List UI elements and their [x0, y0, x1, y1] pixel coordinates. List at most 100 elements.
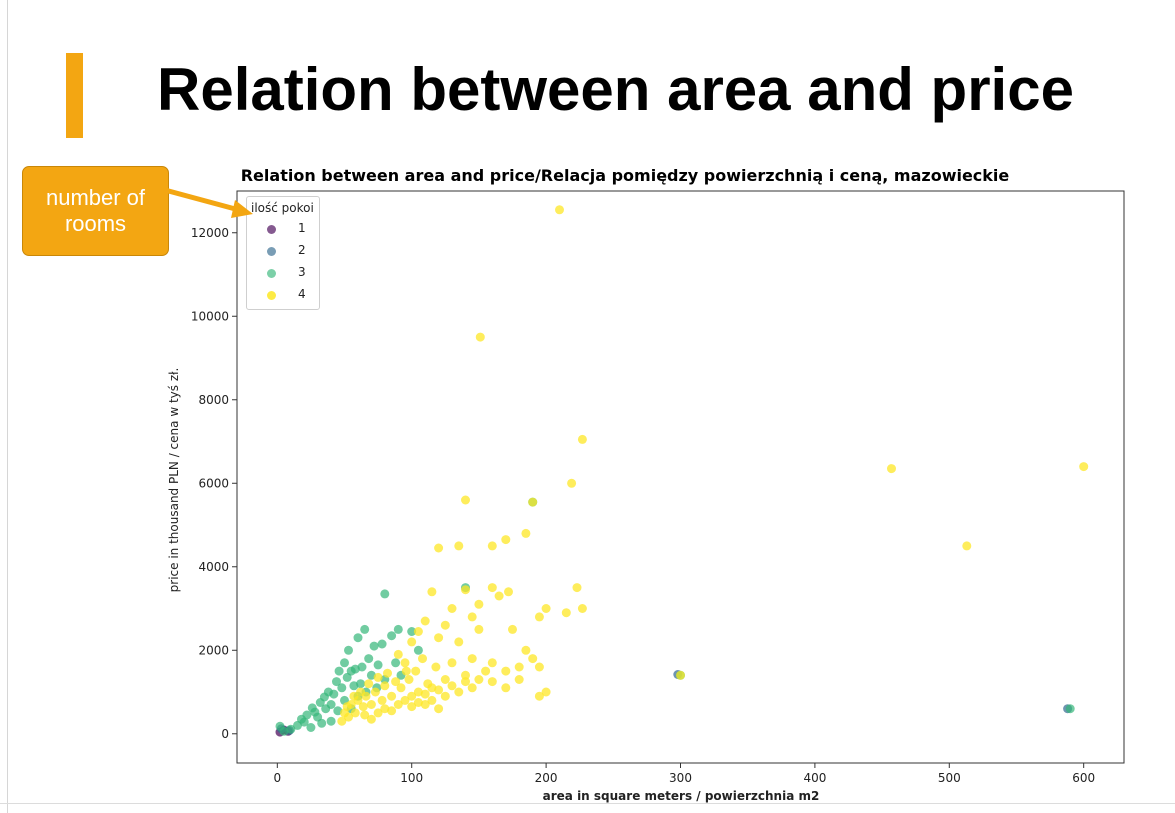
point-rooms-3-54: [1065, 704, 1075, 714]
point-rooms-4-14: [572, 583, 582, 593]
point-rooms-3-24: [340, 658, 349, 668]
slide-title: Relation between area and price: [157, 56, 1074, 123]
point-rooms-4-84: [413, 687, 423, 697]
legend-label-4: 4: [298, 287, 306, 301]
point-rooms-4-61: [373, 672, 383, 682]
point-rooms-4-58: [383, 668, 392, 678]
legend-item-4: 4: [247, 285, 319, 307]
point-rooms-4-53: [400, 658, 410, 668]
point-rooms-4-47: [440, 675, 450, 684]
point-rooms-4-40: [514, 675, 524, 684]
y-tick-label-4: 8000: [198, 393, 229, 407]
point-rooms-4-54: [396, 683, 406, 693]
legend-marker-4: [267, 291, 276, 300]
x-axis: 0 100 200 300 400 500 600: [273, 763, 1095, 785]
point-rooms-4-33: [474, 624, 484, 634]
point-rooms-4-48: [431, 662, 441, 672]
legend-marker-1: [267, 225, 276, 234]
point-rooms-3-34: [357, 662, 367, 672]
callout-arrow-icon: [165, 187, 253, 218]
legend-title: ilość pokoi: [251, 201, 314, 215]
point-rooms-4-3: [567, 478, 577, 488]
point-rooms-4-69: [350, 708, 360, 718]
x-tick-label-2: 200: [535, 771, 558, 785]
slide-left-border: [7, 0, 8, 813]
point-rooms-3-21: [334, 666, 344, 676]
point-rooms-3-50: [413, 645, 423, 655]
point-rooms-4-6: [461, 495, 470, 505]
x-tick-label-3: 300: [669, 771, 692, 785]
point-rooms-4-15: [577, 604, 587, 613]
point-rooms-3-16: [326, 700, 336, 709]
scatter-points: [275, 205, 1089, 737]
point-rooms-4-88: [440, 691, 450, 701]
point-rooms-4-62: [370, 687, 380, 697]
point-rooms-4-18: [561, 608, 571, 618]
point-rooms-3-19: [332, 677, 341, 687]
point-rooms-4-39: [534, 691, 544, 701]
point-rooms-3-33: [356, 679, 366, 689]
point-rooms-4-102: [676, 670, 685, 680]
point-rooms-4-21: [504, 587, 513, 597]
scatter-chart: Relation between area and price/Relacja …: [167, 166, 1125, 803]
y-tick-label-0: 0: [221, 727, 229, 741]
point-rooms-3-37: [364, 654, 374, 664]
point-rooms-4-35: [521, 645, 531, 655]
point-rooms-3-22: [337, 683, 347, 693]
legend-item-1: 1: [247, 219, 319, 241]
chart-title: Relation between area and price/Relacja …: [241, 166, 1010, 185]
point-rooms-4-46: [447, 658, 457, 668]
point-rooms-3-2: [286, 724, 296, 734]
point-rooms-4-77: [366, 714, 376, 724]
point-rooms-4-64: [364, 679, 374, 689]
point-rooms-4-52: [404, 675, 414, 684]
point-rooms-4-80: [387, 706, 397, 716]
point-rooms-3-41: [373, 660, 383, 670]
point-rooms-4-45: [461, 670, 470, 680]
chart-container: Relation between area and price/Relacja …: [160, 155, 1175, 803]
point-rooms-4-36: [528, 654, 538, 664]
point-rooms-4-57: [387, 691, 397, 701]
point-rooms-4-32: [454, 637, 464, 647]
point-rooms-4-87: [434, 685, 444, 695]
y-axis: 0 2000 4000 6000 8000 10000 12000: [191, 226, 237, 741]
point-rooms-4-76: [360, 710, 370, 720]
point-rooms-4-13: [521, 528, 531, 538]
point-rooms-3-45: [387, 631, 397, 641]
point-rooms-4-79: [380, 704, 390, 714]
point-rooms-4-100: [427, 695, 437, 705]
point-rooms-4-17: [534, 612, 544, 622]
title-accent-bar: [66, 53, 83, 138]
legend-label-2: 2: [298, 243, 306, 257]
point-rooms-4-26: [440, 620, 450, 630]
point-rooms-4-38: [541, 687, 551, 697]
point-rooms-4-90: [454, 687, 464, 697]
y-tick-label-3: 6000: [198, 476, 229, 490]
point-rooms-4-20: [487, 583, 497, 593]
point-rooms-4-89: [447, 681, 457, 691]
point-rooms-4-27: [427, 587, 437, 597]
point-rooms-4-83: [407, 691, 417, 701]
legend-label-1: 1: [298, 221, 306, 235]
point-rooms-4-5: [1079, 462, 1089, 472]
point-rooms-4-96: [514, 662, 524, 672]
x-tick-label-5: 500: [938, 771, 961, 785]
point-rooms-3-46: [391, 658, 401, 668]
y-tick-label-6: 12000: [191, 226, 229, 240]
point-rooms-4-41: [501, 683, 511, 693]
point-rooms-3-43: [380, 589, 390, 599]
legend-item-3: 3: [247, 263, 319, 285]
point-rooms-4-24: [467, 612, 477, 622]
x-axis-label: area in square meters / powierzchnia m2: [543, 789, 820, 803]
point-rooms-4-101: [434, 704, 444, 714]
point-rooms-4-2: [577, 434, 587, 444]
point-rooms-3-39: [369, 641, 379, 651]
point-rooms-3-17: [326, 716, 336, 726]
point-rooms-3-47: [393, 624, 403, 634]
point-rooms-4-23: [474, 599, 484, 609]
point-rooms-3-32: [353, 633, 363, 643]
legend-item-2: 2: [247, 241, 319, 263]
chart-legend: ilość pokoi 1 2 3 4: [246, 196, 320, 310]
x-tick-label-1: 100: [400, 771, 423, 785]
point-rooms-4-94: [487, 677, 497, 687]
